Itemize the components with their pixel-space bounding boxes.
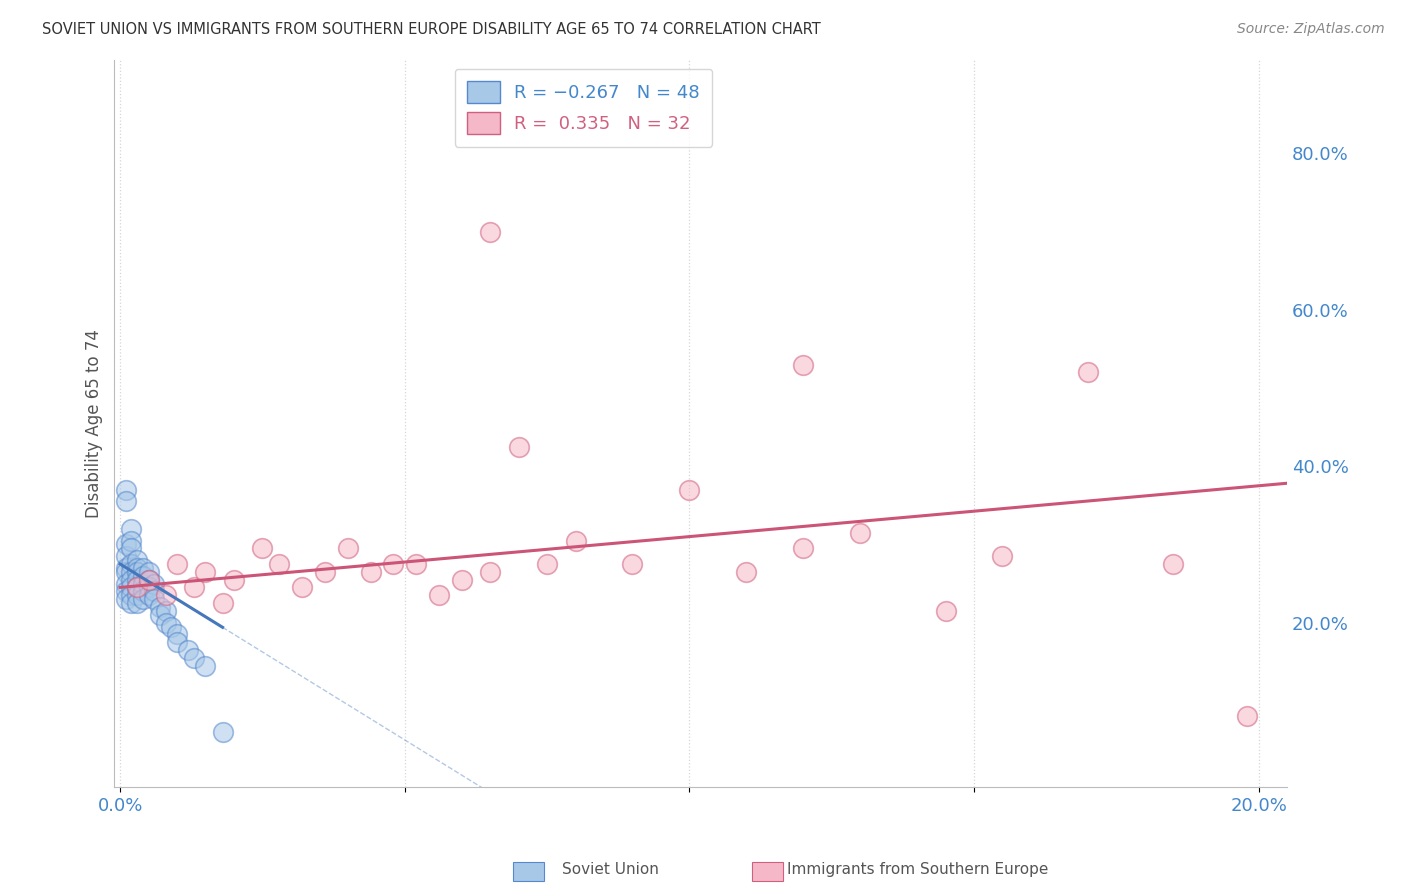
Point [138, 565, 160, 579]
Point [114, 584, 136, 599]
Point [479, 565, 502, 579]
Point [166, 627, 188, 641]
Point [149, 607, 172, 622]
Point [849, 525, 872, 540]
Point [166, 557, 188, 571]
Point [121, 557, 143, 571]
Point [336, 541, 359, 556]
Point [132, 584, 155, 599]
Point [114, 576, 136, 591]
Point [621, 557, 644, 571]
Point [792, 358, 814, 372]
Point [114, 565, 136, 579]
Point [177, 643, 200, 657]
Point [114, 561, 136, 575]
Point [127, 553, 149, 567]
Point [132, 561, 155, 575]
Point [269, 557, 291, 571]
Point [735, 565, 758, 579]
Text: Soviet Union: Soviet Union [562, 863, 659, 877]
Point [143, 584, 166, 599]
Point [183, 581, 205, 595]
Point [114, 483, 136, 497]
Point [160, 619, 183, 633]
Point [194, 565, 217, 579]
Point [121, 522, 143, 536]
Point [508, 440, 530, 454]
Point [127, 573, 149, 587]
Point [138, 581, 160, 595]
Y-axis label: Disability Age 65 to 74: Disability Age 65 to 74 [86, 329, 103, 517]
Point [114, 549, 136, 563]
Point [450, 573, 472, 587]
Point [1077, 365, 1099, 379]
Point [138, 588, 160, 602]
Point [155, 604, 177, 618]
Point [121, 596, 143, 610]
Point [121, 573, 143, 587]
Point [382, 557, 405, 571]
Point [479, 225, 502, 239]
Point [132, 576, 155, 591]
Point [121, 541, 143, 556]
Point [564, 533, 586, 548]
Point [155, 615, 177, 630]
Text: Immigrants from Southern Europe: Immigrants from Southern Europe [787, 863, 1049, 877]
Point [127, 596, 149, 610]
Legend: R = −0.267   N = 48, R =  0.335   N = 32: R = −0.267 N = 48, R = 0.335 N = 32 [454, 69, 713, 147]
Point [127, 588, 149, 602]
Text: SOVIET UNION VS IMMIGRANTS FROM SOUTHERN EUROPE DISABILITY AGE 65 TO 74 CORRELAT: SOVIET UNION VS IMMIGRANTS FROM SOUTHERN… [42, 22, 821, 37]
Point [1236, 709, 1258, 723]
Point [121, 588, 143, 602]
Point [138, 573, 160, 587]
Point [127, 565, 149, 579]
Point [427, 588, 450, 602]
Point [211, 596, 233, 610]
Point [132, 592, 155, 607]
Point [114, 494, 136, 508]
Point [360, 565, 382, 579]
Point [149, 599, 172, 614]
Point [314, 565, 336, 579]
Point [222, 573, 245, 587]
Point [143, 576, 166, 591]
Point [678, 483, 700, 497]
Point [1161, 557, 1184, 571]
Point [138, 573, 160, 587]
Point [132, 568, 155, 582]
Point [792, 541, 814, 556]
Point [143, 592, 166, 607]
Point [991, 549, 1014, 563]
Point [183, 650, 205, 665]
Point [166, 635, 188, 649]
Point [155, 588, 177, 602]
Point [127, 581, 149, 595]
Point [121, 565, 143, 579]
Point [121, 533, 143, 548]
Point [127, 561, 149, 575]
Point [291, 581, 314, 595]
Text: Source: ZipAtlas.com: Source: ZipAtlas.com [1237, 22, 1385, 37]
Point [127, 581, 149, 595]
Point [405, 557, 427, 571]
Point [114, 537, 136, 551]
Point [114, 592, 136, 607]
Point [934, 604, 956, 618]
Point [194, 658, 217, 673]
Point [252, 541, 274, 556]
Point [211, 725, 233, 739]
Point [121, 581, 143, 595]
Point [536, 557, 558, 571]
